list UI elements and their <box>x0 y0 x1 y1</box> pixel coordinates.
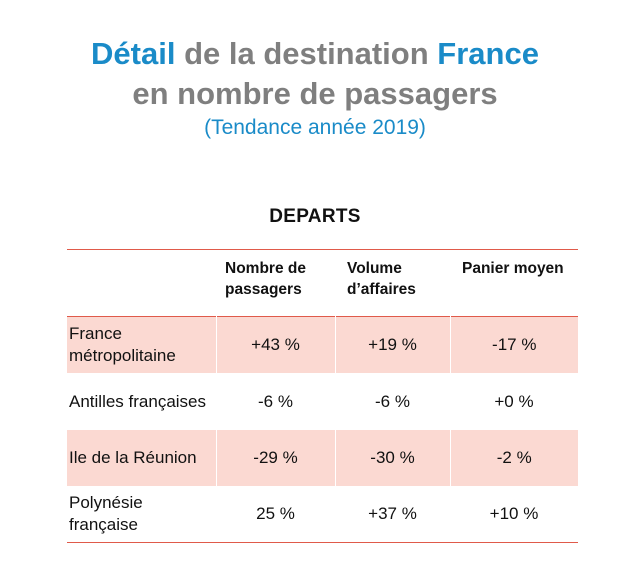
table-row: France métropolitaine +43 % +19 % -17 % <box>67 316 578 374</box>
header-panier-moyen: Panier moyen <box>462 260 564 277</box>
row-label: France métropolitaine <box>67 316 216 374</box>
section-heading: DEPARTS <box>269 206 361 227</box>
row-label: Polynésie française <box>69 493 143 534</box>
cell-volume: -6 % <box>375 392 410 411</box>
table-header-row: Nombre de passagers Volume d’affaires Pa… <box>67 249 578 317</box>
title-accent-france: France <box>437 36 539 71</box>
title-line-2: en nombre de passagers <box>132 76 498 111</box>
row-label: Ile de la Réunion <box>67 430 216 486</box>
header-volume-affaires: Volume d’affaires <box>347 260 416 298</box>
cell-passagers: 25 % <box>256 504 295 523</box>
cell-panier: -2 % <box>449 430 578 486</box>
table-row: Ile de la Réunion -29 % -30 % -2 % <box>67 430 578 486</box>
cell-panier: +0 % <box>494 392 534 411</box>
subtitle: (Tendance année 2019) <box>204 116 426 139</box>
cell-panier: -17 % <box>449 316 578 374</box>
table-row: Polynésie française 25 % +37 % +10 % <box>67 486 578 543</box>
title-line-1: Détail de la destination France <box>0 34 630 74</box>
table-row: Antilles françaises -6 % -6 % +0 % <box>67 374 578 431</box>
cell-panier: +10 % <box>489 504 539 523</box>
cell-volume: -30 % <box>334 430 450 486</box>
header-nombre-passagers: Nombre de passagers <box>225 260 306 298</box>
title-block: Détail de la destination France en nombr… <box>0 34 630 142</box>
cell-passagers: +43 % <box>215 316 335 374</box>
cell-volume: +37 % <box>368 504 417 523</box>
departures-table: Nombre de passagers Volume d’affaires Pa… <box>67 249 578 543</box>
cell-passagers: -29 % <box>215 430 335 486</box>
title-accent-detail: Détail <box>91 36 176 71</box>
header-cell-empty <box>67 250 216 317</box>
row-label: Antilles françaises <box>69 392 207 411</box>
title-middle: de la destination <box>175 36 438 71</box>
cell-volume: +19 % <box>334 316 450 374</box>
cell-passagers: -6 % <box>258 392 293 411</box>
